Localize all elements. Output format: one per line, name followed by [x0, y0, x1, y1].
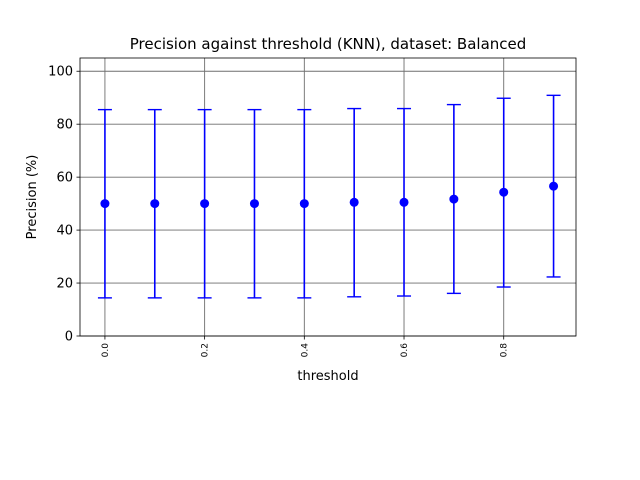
- x-tick-label: 0.4: [300, 343, 310, 358]
- y-tick-label: 20: [56, 277, 73, 292]
- x-tick-label: 0.8: [500, 343, 510, 358]
- data-point: [150, 199, 160, 209]
- x-tick-label: 0.0: [101, 343, 111, 358]
- data-point: [200, 199, 210, 209]
- x-tick-label: 0.2: [201, 343, 211, 357]
- x-axis-label: threshold: [297, 369, 358, 384]
- y-tick-label: 40: [56, 224, 73, 239]
- x-tick-label: 0.6: [400, 343, 410, 358]
- plot-frame: [79, 57, 577, 337]
- y-tick-label: 100: [48, 65, 73, 80]
- y-tick-label: 80: [56, 118, 73, 133]
- data-point: [449, 194, 459, 204]
- data-series: [97, 94, 561, 299]
- chart-title: Precision against threshold (KNN), datas…: [130, 35, 527, 53]
- axis-ticks: 0 20 40 60 80 100 0.0 0.2 0.4 0.6 0.8: [48, 65, 510, 358]
- data-point: [549, 181, 559, 191]
- y-tick-label: 60: [56, 171, 73, 186]
- data-point: [499, 187, 509, 197]
- data-point: [349, 197, 359, 207]
- data-point: [249, 199, 259, 209]
- data-point: [399, 197, 409, 207]
- y-tick-label: 0: [65, 330, 73, 345]
- data-point: [299, 199, 309, 209]
- y-axis-label: Precision (%): [25, 155, 40, 240]
- data-point: [100, 199, 110, 209]
